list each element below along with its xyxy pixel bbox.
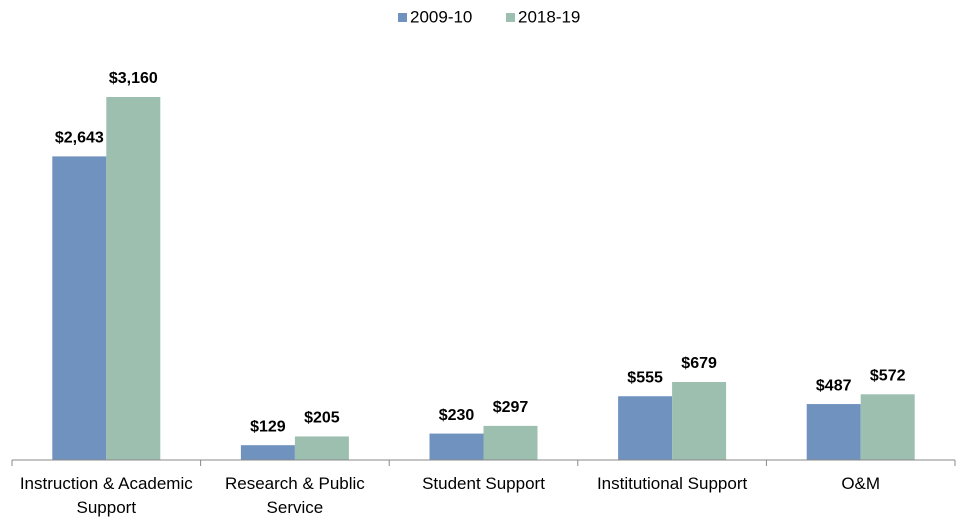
legend-label: 2018-19 <box>518 7 580 26</box>
x-tick-label: O&M <box>841 474 881 493</box>
data-label: $572 <box>870 368 906 385</box>
bar <box>618 396 673 460</box>
legend-swatch <box>398 13 407 22</box>
x-tick-label: Research & Public Service <box>224 474 365 517</box>
bar <box>52 156 107 460</box>
legend-label: 2009-10 <box>410 7 472 26</box>
bar <box>806 404 861 460</box>
data-label: $679 <box>681 355 717 372</box>
data-label: $2,643 <box>55 130 104 147</box>
data-label: $3,160 <box>109 70 158 87</box>
bar <box>106 97 161 460</box>
x-tick-label: Student Support <box>422 474 545 493</box>
bar <box>860 394 915 460</box>
bar <box>294 436 349 460</box>
bar <box>240 445 295 460</box>
legend-swatch <box>506 13 515 22</box>
bar <box>429 433 484 460</box>
data-label: $555 <box>627 369 663 386</box>
bar <box>483 425 538 460</box>
x-tick-label: Instruction & Academic Support <box>19 474 193 517</box>
bar <box>672 382 727 460</box>
data-label: $129 <box>250 418 286 435</box>
data-label: $205 <box>304 410 340 427</box>
data-label: $230 <box>439 407 475 424</box>
data-label: $487 <box>816 377 852 394</box>
data-label: $297 <box>493 399 529 416</box>
x-tick-label: Institutional Support <box>596 474 748 493</box>
